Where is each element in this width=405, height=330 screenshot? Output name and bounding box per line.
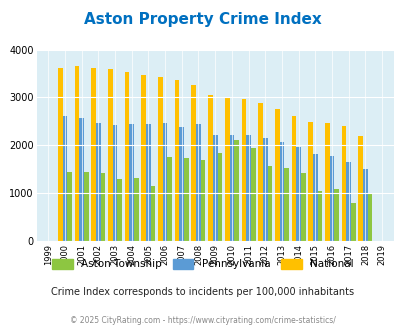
Bar	[300, 174, 305, 241]
Text: © 2025 CityRating.com - https://www.cityrating.com/crime-statistics/: © 2025 CityRating.com - https://www.city…	[70, 315, 335, 325]
Bar	[350, 203, 355, 241]
Bar	[75, 66, 79, 241]
Bar	[245, 135, 250, 241]
Bar	[279, 142, 283, 241]
Bar	[317, 191, 322, 241]
Bar	[108, 69, 113, 241]
Bar	[274, 109, 279, 241]
Bar	[200, 160, 205, 241]
Bar	[307, 122, 312, 241]
Bar	[367, 193, 371, 241]
Bar	[150, 186, 155, 241]
Bar	[162, 123, 167, 241]
Bar	[345, 162, 350, 241]
Bar	[191, 85, 196, 241]
Bar	[296, 147, 300, 241]
Bar	[358, 136, 362, 241]
Bar	[179, 126, 184, 241]
Bar	[100, 173, 105, 241]
Bar	[196, 124, 200, 241]
Bar	[284, 168, 288, 241]
Bar	[262, 138, 267, 241]
Bar	[334, 189, 338, 241]
Bar	[217, 153, 222, 241]
Bar	[241, 99, 245, 241]
Bar	[96, 123, 100, 241]
Bar	[134, 178, 139, 241]
Bar	[267, 166, 272, 241]
Bar	[158, 77, 162, 241]
Bar	[167, 157, 172, 241]
Bar	[146, 124, 150, 241]
Bar	[341, 126, 345, 241]
Bar	[229, 135, 234, 241]
Bar	[84, 172, 88, 241]
Bar	[312, 154, 317, 241]
Bar	[141, 75, 146, 241]
Bar	[113, 125, 117, 241]
Bar	[184, 158, 188, 241]
Bar	[324, 123, 329, 241]
Bar	[67, 172, 72, 241]
Bar	[208, 95, 212, 241]
Bar	[224, 98, 229, 241]
Legend: Aston Township, Pennsylvania, National: Aston Township, Pennsylvania, National	[48, 255, 357, 274]
Bar	[250, 148, 255, 241]
Bar	[234, 141, 238, 241]
Bar	[174, 80, 179, 241]
Text: Aston Property Crime Index: Aston Property Crime Index	[84, 12, 321, 27]
Bar	[291, 116, 296, 241]
Bar	[58, 68, 62, 241]
Bar	[91, 68, 96, 241]
Bar	[329, 156, 334, 241]
Bar	[129, 124, 134, 241]
Bar	[212, 135, 217, 241]
Text: Crime Index corresponds to incidents per 100,000 inhabitants: Crime Index corresponds to incidents per…	[51, 287, 354, 297]
Bar	[117, 179, 122, 241]
Bar	[79, 118, 84, 241]
Bar	[124, 73, 129, 241]
Bar	[362, 169, 367, 241]
Bar	[62, 116, 67, 241]
Bar	[258, 103, 262, 241]
